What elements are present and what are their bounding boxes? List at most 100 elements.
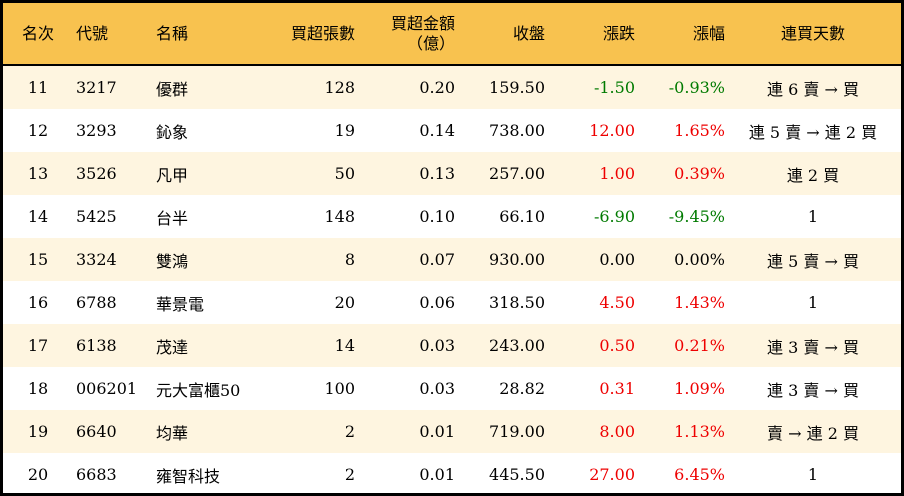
header-amount: 買超金額 （億） xyxy=(355,3,455,65)
cell-change: 0.31 xyxy=(599,379,635,398)
cell-amount: 0.06 xyxy=(419,293,455,312)
cell-amount: 0.20 xyxy=(419,78,455,97)
cell-streak: 1 xyxy=(807,293,819,312)
cell-change: -1.50 xyxy=(593,78,635,97)
cell-lots: 14 xyxy=(334,336,355,355)
header-amount-line2: （億） xyxy=(406,33,455,53)
table-header: 名次 代號 名稱 買超張數 買超金額 （億） 收盤 漲跌 漲幅 連買天數 xyxy=(3,3,901,65)
cell-change: 1.00 xyxy=(599,164,635,183)
cell-name: 元大富櫃50 xyxy=(156,380,241,400)
header-name: 名稱 xyxy=(156,23,189,43)
cell-code: 3324 xyxy=(76,250,117,269)
header-close: 收盤 xyxy=(512,23,545,43)
table-row: 18 006201 元大富櫃50 100 0.03 28.82 0.31 1.09% 連 3 賣… xyxy=(3,367,901,410)
table-row: 16 6788 華景電 20 0.06 318.50 4.50 1.43% 1 xyxy=(3,281,901,324)
cell-amount: 0.01 xyxy=(419,465,455,484)
cell-rank: 19 xyxy=(27,422,49,441)
cell-change: 0.00 xyxy=(599,250,635,269)
cell-code: 3526 xyxy=(76,164,117,183)
cell-name: 茂達 xyxy=(156,337,189,357)
cell-pct: 0.39% xyxy=(674,164,725,183)
cell-streak: 連 5 賣 → 買 xyxy=(767,251,859,271)
cell-pct: 0.00% xyxy=(674,250,725,269)
cell-close: 257.00 xyxy=(489,164,545,183)
cell-close: 318.50 xyxy=(489,293,545,312)
cell-rank: 16 xyxy=(27,293,49,312)
cell-streak: 連 5 賣 → 連 2 買 xyxy=(748,122,878,142)
cell-rank: 11 xyxy=(27,78,49,97)
cell-rank: 14 xyxy=(27,207,49,226)
cell-lots: 100 xyxy=(324,379,355,398)
cell-close: 159.50 xyxy=(489,78,545,97)
cell-amount: 0.01 xyxy=(419,422,455,441)
cell-close: 445.50 xyxy=(489,465,545,484)
cell-change: -6.90 xyxy=(593,207,635,226)
table-row: 19 6640 均華 2 0.01 719.00 8.00 1.13% 賣 → 連 2 買 xyxy=(3,410,901,453)
cell-amount: 0.14 xyxy=(419,121,455,140)
cell-amount: 0.07 xyxy=(419,250,455,269)
cell-change: 8.00 xyxy=(599,422,635,441)
cell-lots: 50 xyxy=(334,164,355,183)
cell-close: 28.82 xyxy=(499,379,545,398)
cell-name: 雙鴻 xyxy=(156,251,189,271)
cell-close: 243.00 xyxy=(489,336,545,355)
cell-code: 5425 xyxy=(76,207,117,226)
cell-rank: 13 xyxy=(27,164,49,183)
table-row: 15 3324 雙鴻 8 0.07 930.00 0.00 0.00% 連 5 賣 → 買 xyxy=(3,238,901,281)
cell-lots: 128 xyxy=(324,78,355,97)
cell-name: 優群 xyxy=(156,79,189,99)
header-rank: 名次 xyxy=(21,23,54,43)
cell-pct: 1.13% xyxy=(674,422,725,441)
cell-streak: 連 6 賣 → 買 xyxy=(767,79,859,99)
cell-name: 均華 xyxy=(156,423,189,443)
cell-change: 12.00 xyxy=(589,121,635,140)
cell-name: 鈊象 xyxy=(156,122,189,142)
table-row: 14 5425 台半 148 0.10 66.10 -6.90 -9.45% 1 xyxy=(3,195,901,238)
cell-amount: 0.10 xyxy=(419,207,455,226)
cell-lots: 20 xyxy=(334,293,355,312)
cell-rank: 12 xyxy=(27,121,49,140)
cell-change: 27.00 xyxy=(589,465,635,484)
cell-close: 719.00 xyxy=(489,422,545,441)
cell-pct: -9.45% xyxy=(668,207,725,226)
cell-code: 006201 xyxy=(76,379,138,398)
header-lots: 買超張數 xyxy=(290,23,355,43)
cell-streak: 1 xyxy=(807,465,819,484)
cell-rank: 15 xyxy=(27,250,49,269)
cell-code: 6683 xyxy=(76,465,117,484)
cell-amount: 0.03 xyxy=(419,379,455,398)
cell-change: 4.50 xyxy=(599,293,635,312)
cell-code: 6788 xyxy=(76,293,117,312)
cell-lots: 2 xyxy=(344,422,355,441)
cell-code: 6138 xyxy=(76,336,117,355)
cell-pct: 1.43% xyxy=(674,293,725,312)
header-amount-line1: 買超金額 xyxy=(390,13,455,33)
table-row: 13 3526 凡甲 50 0.13 257.00 1.00 0.39% 連 2 買 xyxy=(3,152,901,195)
header-change: 漲跌 xyxy=(602,23,635,43)
cell-code: 3217 xyxy=(76,78,117,97)
cell-amount: 0.03 xyxy=(419,336,455,355)
cell-close: 66.10 xyxy=(499,207,545,226)
cell-name: 雍智科技 xyxy=(156,466,221,486)
table-row: 12 3293 鈊象 19 0.14 738.00 12.00 1.65% 連 5 賣 → 連 … xyxy=(3,109,901,152)
cell-name: 台半 xyxy=(156,208,189,228)
header-streak: 連買天數 xyxy=(780,23,845,43)
cell-close: 930.00 xyxy=(489,250,545,269)
cell-rank: 18 xyxy=(27,379,49,398)
cell-name: 華景電 xyxy=(156,294,205,314)
cell-pct: 1.09% xyxy=(674,379,725,398)
table-row: 20 6683 雍智科技 2 0.01 445.50 27.00 6.45% 1 xyxy=(3,453,901,493)
header-code: 代號 xyxy=(76,23,109,43)
cell-streak: 連 3 賣 → 買 xyxy=(767,380,859,400)
cell-streak: 賣 → 連 2 買 xyxy=(767,423,859,443)
cell-streak: 連 3 賣 → 買 xyxy=(767,337,859,357)
header-pct: 漲幅 xyxy=(692,23,725,43)
cell-amount: 0.13 xyxy=(419,164,455,183)
cell-close: 738.00 xyxy=(489,121,545,140)
cell-code: 6640 xyxy=(76,422,117,441)
cell-pct: 0.21% xyxy=(674,336,725,355)
cell-change: 0.50 xyxy=(599,336,635,355)
cell-lots: 2 xyxy=(344,465,355,484)
cell-pct: 1.65% xyxy=(674,121,725,140)
